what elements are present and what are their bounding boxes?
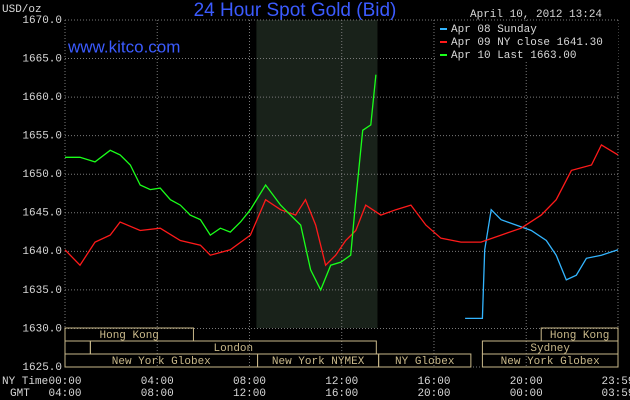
x-tick-label: 12:00 xyxy=(325,376,358,388)
legend-label: Apr 08 Sunday xyxy=(451,24,537,36)
session-label: Hong Kong xyxy=(100,330,159,342)
price-line xyxy=(465,208,619,320)
session-label: Hong Kong xyxy=(550,330,609,342)
legend-label: Apr 09 NY close 1641.30 xyxy=(451,37,603,49)
session-shade xyxy=(256,20,378,328)
y-tick-label: 1670.0 xyxy=(22,15,62,27)
y-tick-label: 1630.0 xyxy=(22,323,62,335)
x-tick-label: 23:59 xyxy=(601,376,630,388)
x-tick-label: 04:00 xyxy=(141,376,174,388)
price-line xyxy=(64,143,619,267)
x-tick-label-gmt: 00:00 xyxy=(510,388,543,400)
y-tick-label: 1625.0 xyxy=(22,362,62,374)
y-tick-label: 1635.0 xyxy=(22,285,62,297)
session-label: NY Globex xyxy=(395,356,455,368)
x-tick-label-gmt: 16:00 xyxy=(325,388,358,400)
x-tick-label: 20:00 xyxy=(510,376,543,388)
session-label: London xyxy=(214,343,254,355)
x-tick-label-gmt: 08:00 xyxy=(141,388,174,400)
website: www.kitco.com xyxy=(67,37,180,56)
x-tick-label: 08:00 xyxy=(233,376,266,388)
y-tick-label: 1650.0 xyxy=(22,169,62,181)
x-tick-label-gmt: 04:00 xyxy=(48,388,81,400)
session-label: New York Globex xyxy=(501,356,600,368)
x-axis-label-gmt: GMT xyxy=(10,388,30,400)
x-tick-label: 00:00 xyxy=(48,376,81,388)
x-tick-label: 16:00 xyxy=(417,376,450,388)
chart-title: 24 Hour Spot Gold (Bid) xyxy=(194,0,397,21)
x-tick-label-gmt: 03:59 xyxy=(601,388,630,400)
y-tick-label: 1660.0 xyxy=(22,92,62,104)
price-line xyxy=(65,74,377,292)
session-label: New York Globex xyxy=(112,356,211,368)
y-tick-label: 1665.0 xyxy=(22,53,62,65)
x-axis-label-ny: NY Time xyxy=(2,376,48,388)
legend-label: Apr 10 Last 1663.00 xyxy=(451,50,576,62)
session-box xyxy=(481,353,619,368)
y-axis-label: USD/oz xyxy=(2,4,42,16)
y-tick-label: 1655.0 xyxy=(22,131,62,143)
session-box xyxy=(64,340,91,355)
y-tick-label: 1645.0 xyxy=(22,208,62,220)
x-tick-label-gmt: 20:00 xyxy=(417,388,450,400)
session-label: New York NYMEX xyxy=(272,356,365,368)
legend-box xyxy=(436,21,618,61)
session-box xyxy=(378,353,472,368)
x-tick-label-gmt: 12:00 xyxy=(233,388,266,400)
timestamp: April 10, 2012 13:24 xyxy=(470,9,602,21)
session-label: Sydney xyxy=(530,343,570,355)
y-tick-label: 1640.0 xyxy=(22,246,62,258)
